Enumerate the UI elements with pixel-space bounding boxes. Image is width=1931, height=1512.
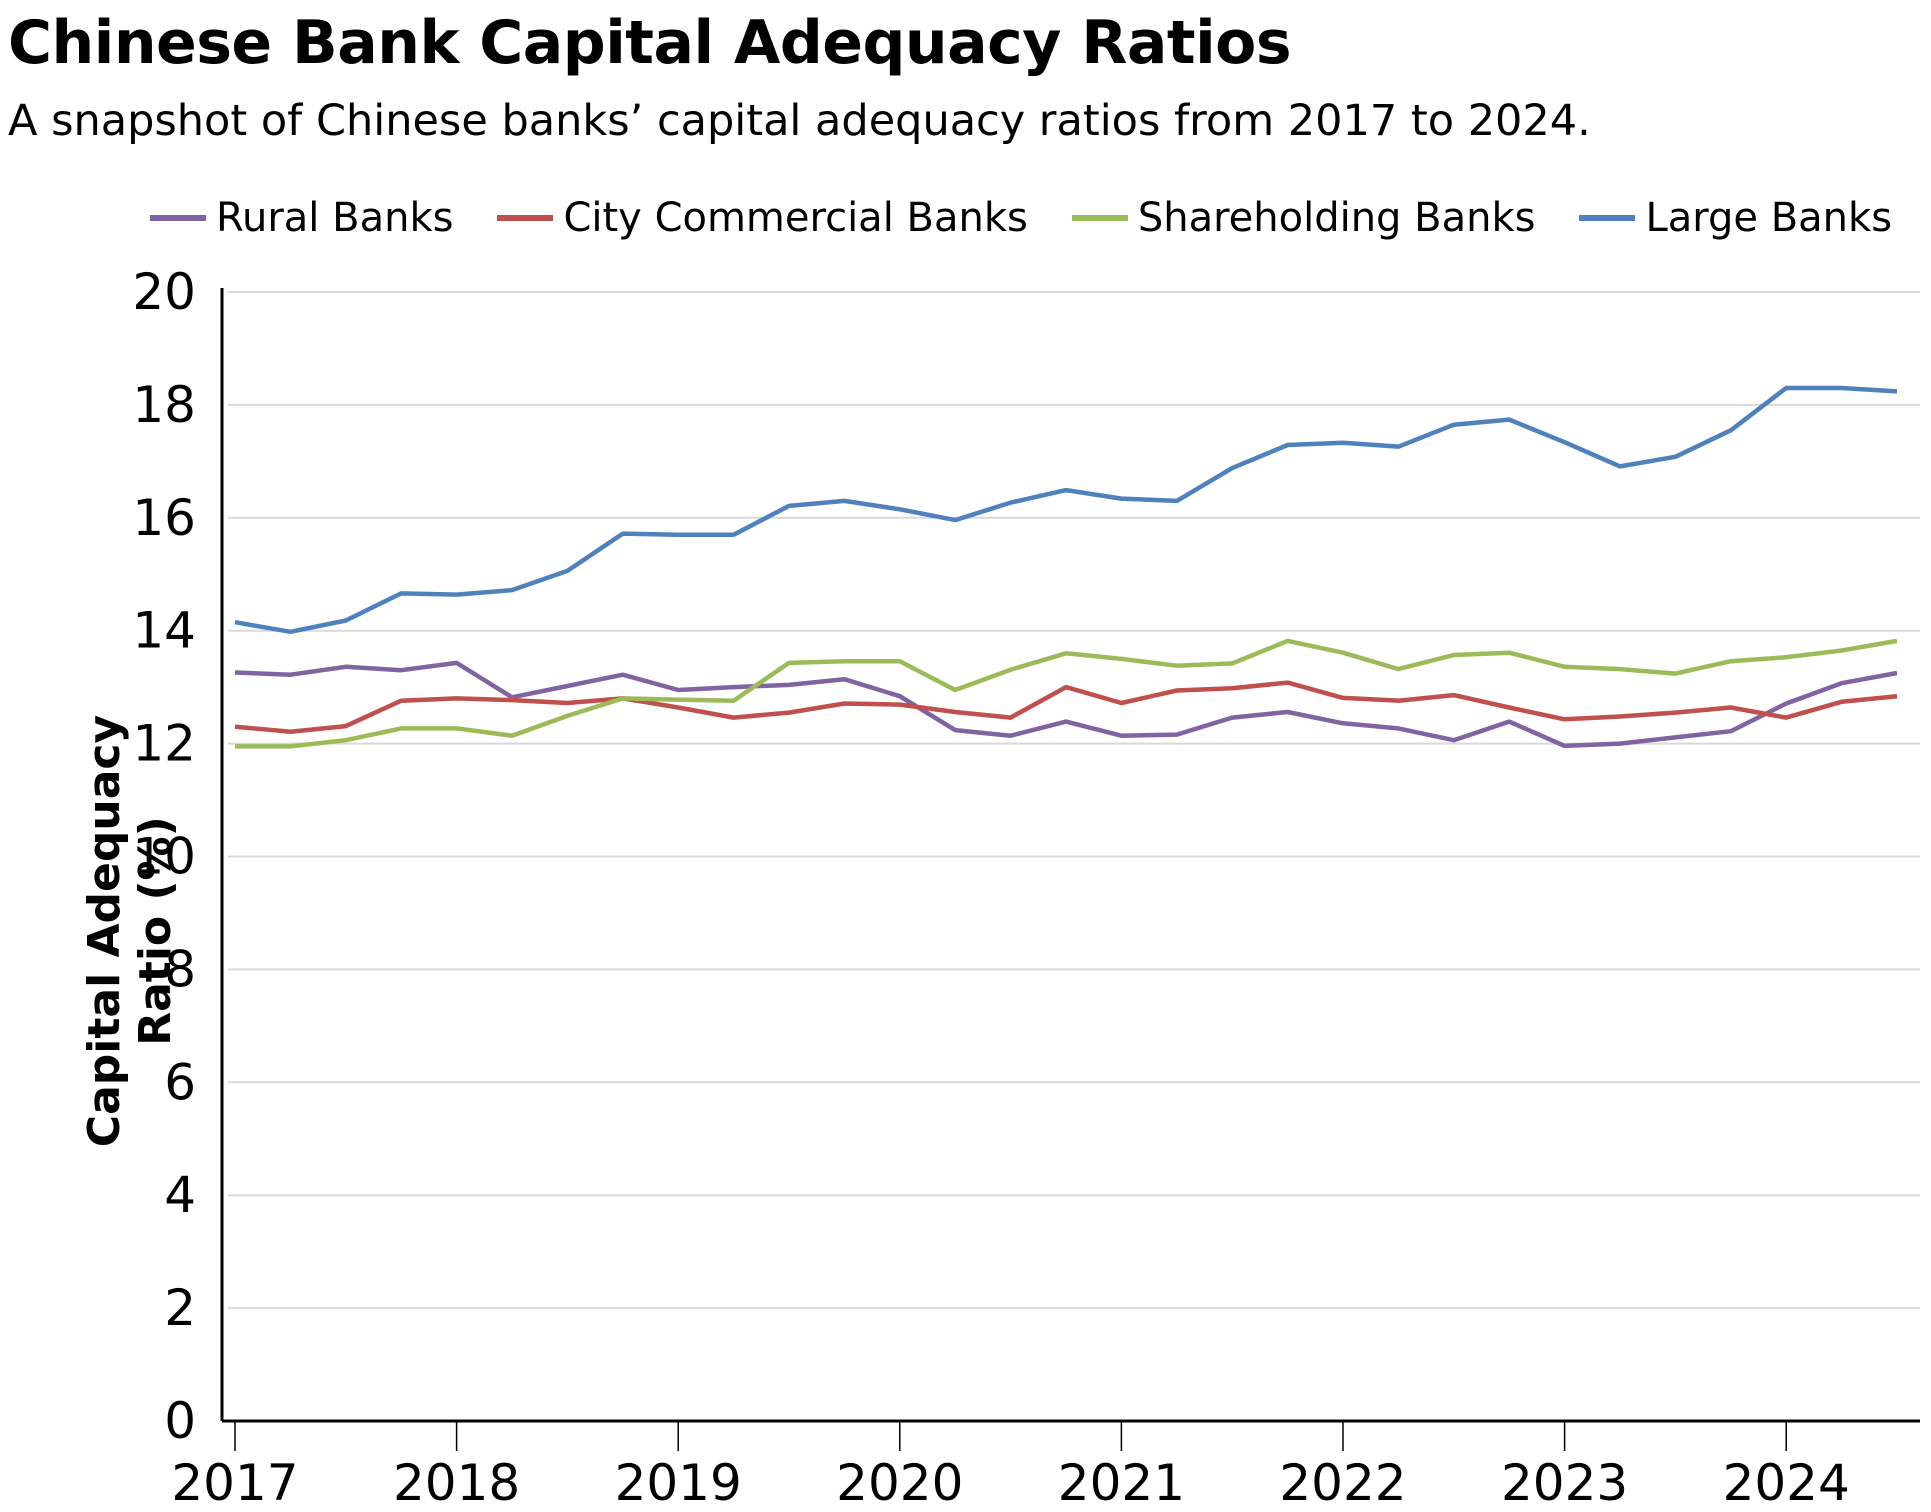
- legend-swatch: [1071, 215, 1128, 221]
- y-tick-label: 6: [164, 1053, 196, 1111]
- legend-label: Shareholding Banks: [1137, 195, 1536, 241]
- x-tick-label: 2020: [836, 1454, 963, 1512]
- y-tick-label: 4: [164, 1166, 196, 1224]
- series-line-city-commercial-banks: [234, 680, 1898, 734]
- y-tick-label: 0: [164, 1392, 196, 1450]
- y-tick-label: 8: [164, 940, 196, 998]
- legend-item-city: City Commercial Banks: [497, 195, 1028, 241]
- y-tick-label: 20: [132, 263, 196, 321]
- chart-subtitle: A snapshot of Chinese banks’ capital ade…: [8, 96, 1591, 146]
- legend: Rural Banks City Commercial Banks Shareh…: [150, 195, 1931, 241]
- x-tick-label: 2017: [171, 1454, 298, 1512]
- legend-swatch: [150, 215, 206, 221]
- legend-label: Large Banks: [1645, 195, 1893, 241]
- series-line-shareholding-banks: [235, 638, 1898, 749]
- legend-swatch: [497, 215, 554, 221]
- legend-label: City Commercial Banks: [563, 195, 1028, 241]
- y-tick-label: 10: [132, 828, 196, 886]
- x-tick-label: 2024: [1723, 1454, 1850, 1512]
- legend-swatch: [1579, 215, 1636, 221]
- series-line-rural-banks: [234, 660, 1898, 749]
- x-tick-label: 2019: [615, 1454, 742, 1512]
- legend-item-shareholding: Shareholding Banks: [1071, 195, 1536, 241]
- y-tick-label: 18: [132, 376, 196, 434]
- series-line-large-banks: [234, 385, 1898, 635]
- y-tick-label: 2: [164, 1279, 196, 1337]
- chart-title: Chinese Bank Capital Adequacy Ratios: [8, 8, 1292, 78]
- y-tick-label: 12: [132, 715, 196, 773]
- y-tick-label: 14: [132, 602, 196, 660]
- legend-item-large: Large Banks: [1579, 195, 1892, 241]
- legend-item-rural: Rural Banks: [150, 195, 453, 241]
- legend-label: Rural Banks: [216, 195, 454, 241]
- x-tick-label: 2023: [1501, 1454, 1628, 1512]
- x-tick-label: 2018: [393, 1454, 520, 1512]
- x-tick-label: 2022: [1279, 1454, 1406, 1512]
- x-tick-label: 2021: [1058, 1454, 1185, 1512]
- y-tick-label: 16: [132, 489, 196, 547]
